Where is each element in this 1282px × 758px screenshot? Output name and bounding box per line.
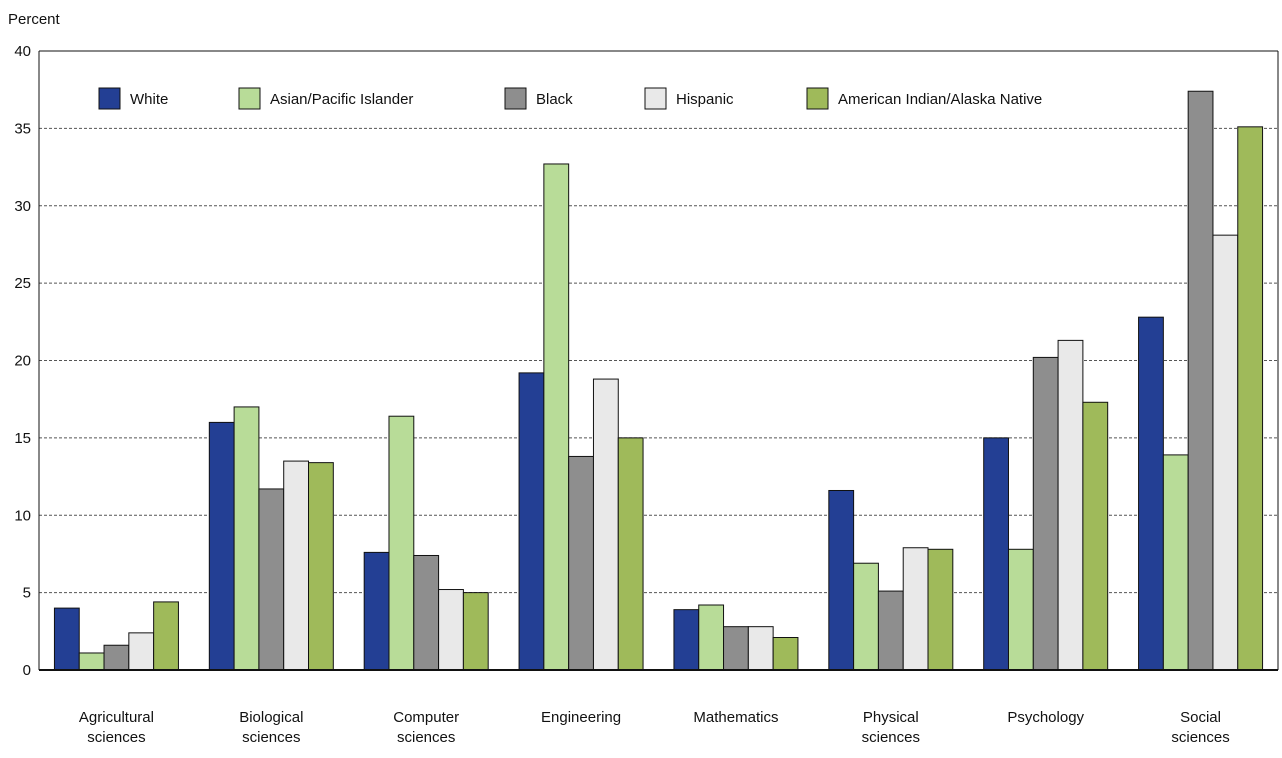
bar	[673, 609, 700, 671]
bar	[1138, 316, 1164, 671]
y-tick-label: 40	[14, 43, 31, 60]
y-tick-labels: 0 5 10 15 20 25 30 35 40	[14, 43, 31, 679]
bar	[438, 589, 464, 671]
x-category-label-line: sciences	[87, 729, 145, 746]
bar	[568, 455, 594, 671]
legend-swatch	[806, 87, 829, 110]
bar	[983, 437, 1009, 671]
bar	[1057, 339, 1084, 671]
bar	[283, 460, 310, 671]
bar	[363, 551, 390, 671]
x-category-label-line: Physical	[863, 709, 919, 726]
bar	[828, 489, 855, 671]
y-tick-label: 0	[23, 662, 31, 679]
bar	[617, 437, 644, 671]
bar	[902, 547, 929, 671]
bar	[53, 607, 80, 671]
x-category-label: Computer sciences	[393, 709, 459, 746]
bar	[723, 626, 749, 671]
legend: White Asian/Pacific Islander Black Hispanic…	[98, 87, 1042, 110]
y-tick-label: 25	[14, 275, 31, 292]
bar	[927, 548, 954, 671]
bar	[1162, 454, 1189, 671]
y-tick-label: 10	[14, 507, 31, 524]
bar	[1212, 234, 1239, 671]
x-category-label-line: Social	[1180, 709, 1221, 726]
x-category-label-line: Biological	[239, 709, 303, 726]
bar	[78, 652, 105, 671]
bar	[772, 637, 799, 671]
y-tick-label: 5	[23, 585, 31, 602]
y-tick-label: 35	[14, 120, 31, 137]
bars	[53, 90, 1264, 671]
legend-swatch	[504, 87, 527, 110]
x-category-label: Mathematics	[693, 709, 778, 726]
bar	[543, 163, 570, 671]
y-tick-label: 30	[14, 198, 31, 215]
bar	[1082, 401, 1109, 671]
bar	[103, 644, 130, 671]
bar	[877, 590, 904, 671]
bar	[153, 601, 179, 671]
y-tick-label: 15	[14, 430, 31, 447]
axes	[38, 50, 1279, 671]
bar	[853, 562, 879, 671]
bar	[518, 372, 545, 671]
y-tick-label: 20	[14, 353, 31, 370]
legend-label: American Indian/Alaska Native	[838, 91, 1042, 108]
bar	[258, 488, 285, 671]
x-category-label: Psychology	[1007, 709, 1084, 726]
x-category-label-line: Computer	[393, 709, 459, 726]
bar	[747, 626, 774, 671]
legend-swatch	[98, 87, 121, 110]
bar	[308, 462, 334, 671]
legend-swatch	[238, 87, 261, 110]
x-category-label-line: sciences	[242, 729, 300, 746]
x-category-label: Biological sciences	[239, 709, 303, 746]
bar	[462, 592, 489, 671]
x-category-label-line: Engineering	[541, 709, 621, 726]
bar	[233, 406, 260, 671]
x-category-label-line: sciences	[862, 729, 920, 746]
bar	[698, 604, 725, 671]
x-category-label: Social sciences	[1171, 709, 1229, 746]
x-category-label: Physical sciences	[862, 709, 920, 746]
legend-label: White	[130, 91, 168, 108]
y-axis-label: Percent	[8, 11, 61, 28]
x-category-label-line: sciences	[397, 729, 455, 746]
bar	[592, 378, 619, 671]
x-category-label-line: Mathematics	[693, 709, 778, 726]
bar	[1007, 548, 1034, 671]
x-category-label-line: Agricultural	[79, 709, 154, 726]
legend-label: Hispanic	[676, 91, 734, 108]
legend-label: Asian/Pacific Islander	[270, 91, 413, 108]
bar	[1237, 126, 1264, 671]
legend-label: Black	[536, 91, 573, 108]
x-category-label: Agricultural sciences	[79, 709, 154, 746]
x-category-label-line: sciences	[1171, 729, 1229, 746]
legend-swatch	[644, 87, 667, 110]
bar	[1032, 356, 1059, 671]
bar	[128, 632, 155, 671]
bar	[1187, 90, 1214, 671]
x-category-label: Engineering	[541, 709, 621, 726]
bar	[208, 421, 235, 671]
bar	[388, 415, 415, 671]
x-category-label-line: Psychology	[1007, 709, 1084, 726]
bar	[413, 554, 440, 671]
